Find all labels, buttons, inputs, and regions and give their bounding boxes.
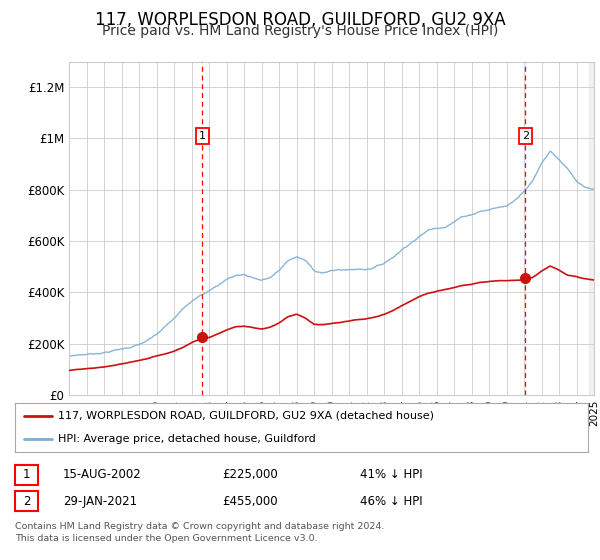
Text: 2: 2 [522,131,529,141]
Text: 2: 2 [23,494,30,508]
Text: 117, WORPLESDON ROAD, GUILDFORD, GU2 9XA (detached house): 117, WORPLESDON ROAD, GUILDFORD, GU2 9XA… [58,411,434,421]
Text: 15-AUG-2002: 15-AUG-2002 [63,468,142,482]
Text: HPI: Average price, detached house, Guildford: HPI: Average price, detached house, Guil… [58,433,316,444]
Text: 1: 1 [23,468,30,482]
Text: 41% ↓ HPI: 41% ↓ HPI [360,468,422,482]
Text: 46% ↓ HPI: 46% ↓ HPI [360,494,422,508]
Text: £455,000: £455,000 [222,494,278,508]
Text: 1: 1 [199,131,206,141]
Text: Price paid vs. HM Land Registry's House Price Index (HPI): Price paid vs. HM Land Registry's House … [102,24,498,38]
Text: Contains HM Land Registry data © Crown copyright and database right 2024.
This d: Contains HM Land Registry data © Crown c… [15,522,385,543]
Text: £225,000: £225,000 [222,468,278,482]
Text: 117, WORPLESDON ROAD, GUILDFORD, GU2 9XA: 117, WORPLESDON ROAD, GUILDFORD, GU2 9XA [95,11,505,29]
Text: 29-JAN-2021: 29-JAN-2021 [63,494,137,508]
